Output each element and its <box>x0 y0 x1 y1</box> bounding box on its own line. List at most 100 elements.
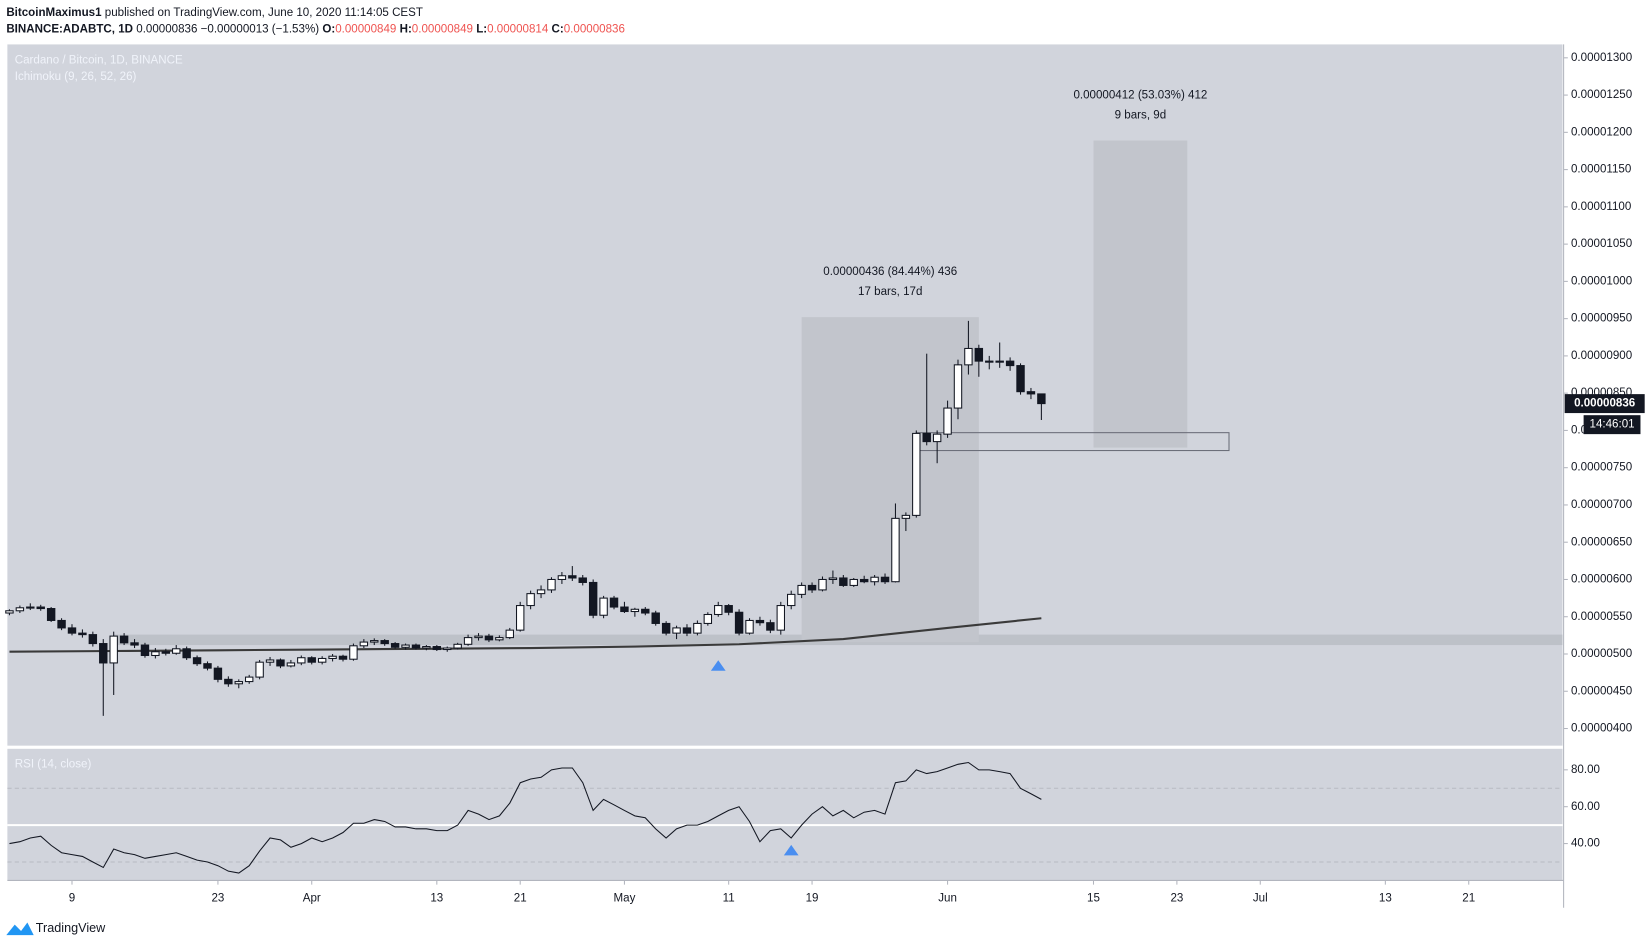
author: BitcoinMaximus1 <box>6 7 102 19</box>
candle-body <box>672 627 681 634</box>
candle-body <box>359 641 369 647</box>
x-tick-label: 23 <box>1170 892 1183 904</box>
countdown-box <box>1583 415 1641 435</box>
x-tick-label: 13 <box>1379 892 1392 904</box>
candle-body <box>797 584 806 595</box>
countdown: 14:46:01 <box>1590 419 1635 431</box>
rsi-line <box>9 761 1042 874</box>
x-tick-label: 19 <box>806 892 819 904</box>
candle-body <box>349 645 358 660</box>
candle-body <box>119 635 129 644</box>
candle-body <box>839 577 848 586</box>
candle-body <box>286 662 296 667</box>
candle-body <box>620 606 629 613</box>
candle-body <box>693 622 702 634</box>
candle-body <box>234 681 243 685</box>
rsi-tick-label: 80.00 <box>1571 764 1600 776</box>
candle-body <box>328 655 337 659</box>
y-tick-label: 0.00000950 <box>1571 313 1632 325</box>
candle-body <box>995 360 1004 363</box>
candle-body <box>495 637 504 641</box>
rsi-tick-label: 40.00 <box>1571 838 1600 850</box>
candle-body <box>453 643 462 649</box>
candle-body <box>370 640 379 643</box>
candle-body <box>703 613 713 624</box>
candle-body <box>787 593 796 607</box>
candle-body <box>151 651 160 657</box>
candle-body <box>192 657 202 665</box>
candle-body <box>297 657 306 664</box>
candle-body <box>203 663 212 669</box>
candle-body <box>255 661 264 678</box>
quote-line: BINANCE:ADABTC, 1D 0.00000836 −0.0000001… <box>6 24 625 36</box>
x-tick-label: 9 <box>69 892 75 904</box>
l-value: 0.00000814 <box>487 24 549 36</box>
brand-logo <box>6 922 34 936</box>
candle-body <box>67 627 77 634</box>
h-label: H: <box>400 24 412 36</box>
chart-title: Cardano / Bitcoin, 1D, BINANCE <box>15 54 183 66</box>
candle-body <box>974 347 984 362</box>
candle-body <box>964 347 973 366</box>
measure-label: 0.00000412 (53.03%) 412 <box>1073 89 1207 101</box>
candle-body <box>922 432 931 443</box>
candle-body <box>776 605 786 631</box>
y-tick-label: 0.00000650 <box>1571 536 1632 548</box>
symbol: BINANCE:ADABTC, 1D <box>6 24 133 36</box>
last-price-box <box>1564 394 1645 414</box>
candle-body <box>651 612 660 624</box>
candle-body <box>849 578 858 586</box>
candle-body <box>985 360 994 363</box>
candle-body <box>599 597 608 616</box>
candle-body <box>547 578 556 591</box>
candle-body <box>1016 365 1025 393</box>
candle-body <box>15 607 25 612</box>
candle-body <box>588 581 598 616</box>
candle-body <box>276 659 285 667</box>
candle-body <box>307 657 316 663</box>
measure-box <box>801 317 979 643</box>
candle-body <box>172 648 181 654</box>
h-value: 0.00000849 <box>412 24 473 36</box>
measure-label: 0.00000436 (84.44%) 436 <box>823 266 957 278</box>
candle-body <box>515 605 525 631</box>
candle-body <box>536 589 546 595</box>
candle-body <box>182 648 191 659</box>
candle-body <box>46 608 56 621</box>
candle-body <box>422 646 431 649</box>
candle-body <box>557 575 567 580</box>
c-value: 0.00000836 <box>564 24 625 36</box>
candle-body <box>99 643 108 664</box>
x-tick-label: Apr <box>303 892 321 904</box>
candle-body <box>161 651 171 654</box>
l-label: L: <box>476 24 487 36</box>
x-tick-label: Jul <box>1253 892 1268 904</box>
candle-body <box>891 517 900 583</box>
published: published on TradingView.com, June 10, 2… <box>105 7 423 19</box>
candle-body <box>870 576 879 583</box>
measure-bars: 17 bars, 17d <box>858 286 922 298</box>
logo-icon <box>6 922 34 936</box>
candle-body <box>26 606 35 609</box>
candle-body <box>265 659 275 663</box>
x-tick-label: 23 <box>211 892 224 904</box>
candle-body <box>401 644 410 648</box>
candle-body <box>912 432 921 516</box>
candle-body <box>568 575 577 579</box>
last-price-label: 0.00000836 <box>1574 398 1636 410</box>
y-tick-label: 0.00000550 <box>1571 611 1632 623</box>
candle-body <box>1037 393 1046 405</box>
candle-body <box>630 608 640 613</box>
rsi-title: RSI (14, close) <box>15 759 92 771</box>
y-tick-label: 0.00000500 <box>1571 648 1632 660</box>
candle-body <box>953 364 963 409</box>
candle-body <box>390 643 400 648</box>
candle-body <box>505 629 514 639</box>
o-value: 0.00000849 <box>335 24 396 36</box>
y-tick-label: 0.00001250 <box>1571 89 1632 101</box>
candle-body <box>932 433 942 443</box>
candle-body <box>828 577 838 580</box>
candle-body <box>609 597 619 608</box>
candle-body <box>244 676 254 683</box>
